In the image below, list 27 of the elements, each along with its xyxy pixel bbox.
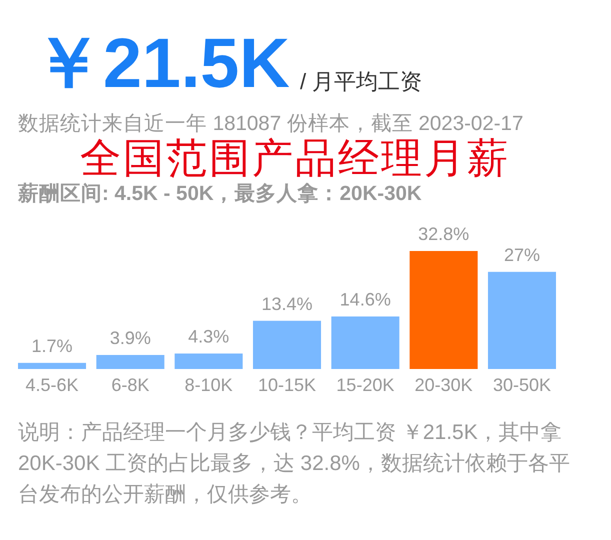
x-tick-label: 30-50K — [492, 375, 552, 395]
text: / 月平均工资 — [300, 69, 422, 94]
bar — [410, 251, 478, 369]
data-label: 14.6% — [340, 289, 391, 310]
bar — [96, 354, 164, 369]
x-tick-label: 6-8K — [111, 375, 150, 395]
x-tick-label: 10-15K — [258, 375, 316, 395]
x-tick-label: 15-20K — [336, 375, 394, 395]
chart-title: 全国范围产品经理月薪 — [80, 135, 510, 181]
bar — [331, 316, 400, 369]
bar — [174, 354, 243, 369]
data-label: 27% — [504, 244, 540, 265]
bar — [18, 362, 86, 369]
bar — [252, 320, 322, 369]
data-label: 32.8% — [418, 224, 470, 244]
text: 薪酬区间: 4.5K - 50K，最多人拿：20K-30K — [17, 182, 422, 205]
chart-subtitle: 数据统计来自近一年 181087 份样本，截至 2023-02-17 — [18, 112, 524, 135]
x-tick-label: 8-10K — [184, 375, 233, 395]
bar — [488, 272, 556, 369]
text: 说明：产品经理一个月多少钱？平均工资 ￥21.5K，其中拿 20K-30K 工资的占比最多，达 32.8%，数据统计依赖于各平台发布的公开薪酬，仅供参考。 — [18, 420, 571, 508]
text: ￥21.5K — [33, 24, 290, 102]
data-label: 13.4% — [261, 294, 313, 314]
data-label: 1.7% — [32, 336, 73, 356]
data-label: 3.9% — [110, 328, 151, 348]
x-tick-label: 20-30K — [414, 375, 473, 395]
x-tick-label: 4.5-6K — [25, 375, 79, 395]
data-label: 4.3% — [188, 326, 230, 347]
